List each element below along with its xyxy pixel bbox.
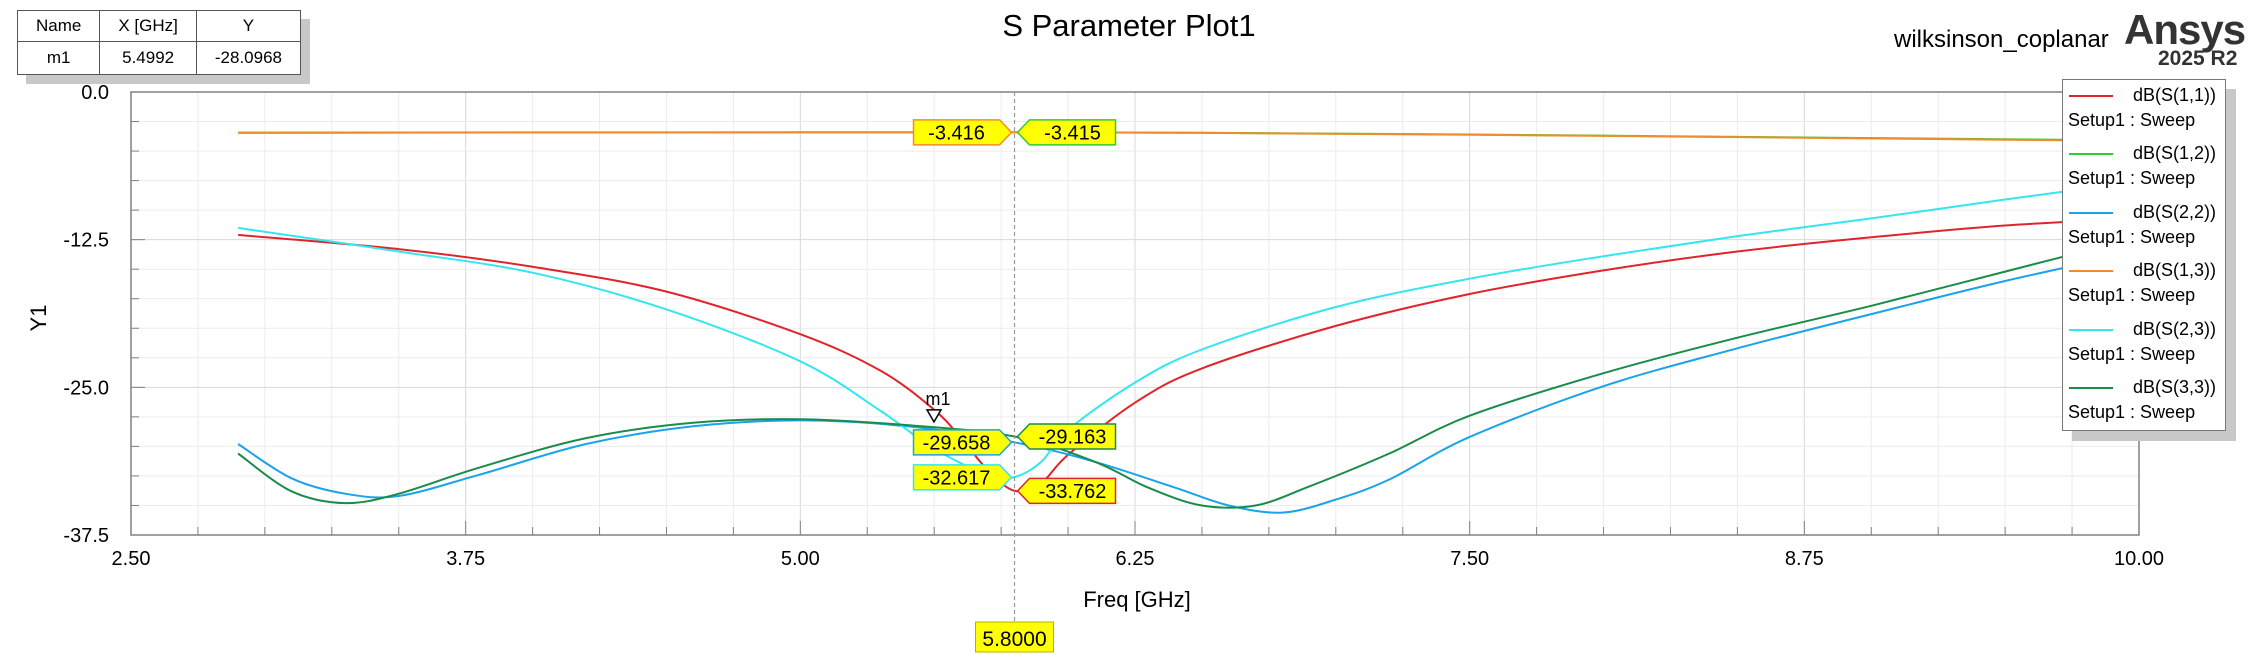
- chart-title: S Parameter Plot1: [1002, 8, 1255, 43]
- project-name: wilksinson_coplanar: [1894, 26, 2109, 53]
- marker-x-cell: 5.4992: [99, 41, 197, 75]
- series-line: [237, 250, 2140, 514]
- legend-item[interactable]: dB(S(1,1)) Setup1 : Sweep: [2063, 80, 2225, 138]
- series-line: [237, 236, 2140, 509]
- x-tick-label: 5.00: [781, 548, 820, 570]
- series-line: [238, 217, 2140, 493]
- legend-item[interactable]: dB(S(3,3)) Setup1 : Sweep: [2063, 372, 2225, 430]
- y-tick-label: -12.5: [63, 230, 109, 252]
- legend-setup-label: Setup1 : Sweep: [2068, 226, 2196, 247]
- cursor-value-label: -29.658: [923, 432, 991, 454]
- legend-item[interactable]: dB(S(2,2)) Setup1 : Sweep: [2063, 197, 2225, 255]
- cursor-value-label: -29.163: [1039, 427, 1107, 449]
- legend-item[interactable]: dB(S(1,3)) Setup1 : Sweep: [2063, 255, 2225, 313]
- cursor-x-label: 5.8000: [982, 628, 1046, 651]
- version-label: 2025 R2: [2158, 47, 2238, 70]
- series-lines: [237, 131, 2140, 514]
- legend-series-name: dB(S(1,2)): [2133, 143, 2217, 164]
- x-tick-label: 10.00: [2114, 548, 2164, 570]
- y-tick-label: -25.0: [63, 377, 109, 399]
- marker-table-header-name: Name: [16, 10, 101, 42]
- x-axis-label: Freq [GHz]: [1083, 587, 1191, 612]
- marker-name-cell: m1: [16, 41, 101, 75]
- legend-series-name: dB(S(1,1)): [2133, 85, 2217, 105]
- legend-item[interactable]: dB(S(1,2)) Setup1 : Sweep: [2063, 138, 2225, 196]
- brand-logo: Ansys: [2124, 6, 2246, 53]
- y-tick-label: 0.0: [81, 82, 109, 104]
- markers: m1: [925, 389, 950, 424]
- x-tick-label: 2.50: [112, 548, 151, 570]
- cursor-value-label: -33.762: [1039, 481, 1107, 503]
- x-tick-label: 7.50: [1450, 548, 1489, 570]
- cursor-value-box: [912, 429, 1013, 456]
- legend-setup-label: Setup1 : Sweep: [2068, 401, 2196, 422]
- legend-series-name: dB(S(2,3)): [2133, 318, 2217, 339]
- y-axis-label: Y1: [26, 305, 51, 332]
- y-tick-label: -37.5: [63, 525, 109, 547]
- cursor-value-box: [1016, 423, 1117, 450]
- legend-setup-label: Setup1 : Sweep: [2068, 343, 2196, 364]
- legend-swatch: [2069, 328, 2113, 331]
- legend-swatch: [2069, 270, 2113, 273]
- cursor[interactable]: 5.8000: [975, 92, 1055, 653]
- x-tick-label: 8.75: [1785, 548, 1824, 570]
- marker-table-header-y: Y: [195, 10, 302, 42]
- marker-table-header-x: X [GHz]: [99, 10, 197, 42]
- legend-series-name: dB(S(1,3)): [2133, 260, 2217, 281]
- cursor-x-label-box: [975, 621, 1055, 653]
- legend-swatch: [2069, 211, 2113, 214]
- marker-table: Name X [GHz] Y m1 5.4992 -28.0968: [16, 10, 302, 75]
- axis-ticks: 2.50 3.75 5.00 6.25 7.50 8.75 10.00 0.0 -12.5 -25…: [63, 82, 2164, 570]
- cursor-value-box: [1016, 477, 1117, 505]
- cursor-value-label: -3.416: [928, 122, 985, 144]
- legend-item[interactable]: dB(S(2,3)) Setup1 : Sweep: [2063, 314, 2225, 372]
- legend-swatch: [2069, 153, 2113, 156]
- cursor-value-box: [912, 119, 1013, 146]
- marker-triangle-icon: [925, 409, 943, 424]
- legend-series-name: dB(S(3,3)): [2133, 376, 2217, 397]
- marker-table-row[interactable]: m1 5.4992 -28.0968: [16, 41, 302, 75]
- marker-y-cell: -28.0968: [195, 41, 302, 75]
- legend[interactable]: dB(S(1,1)) Setup1 : Sweep dB(S(1,2)) Set…: [2062, 79, 2226, 432]
- cursor-value-label: -32.617: [923, 467, 991, 489]
- series-line: [237, 180, 2140, 480]
- cursor-value-labels: -3.416 -3.415 -29.658 -29.163 -32.617 -33.762: [912, 119, 1117, 505]
- legend-series-name: dB(S(2,2)): [2133, 201, 2217, 222]
- legend-setup-label: Setup1 : Sweep: [2068, 110, 2196, 130]
- cursor-value-label: -3.415: [1044, 122, 1101, 144]
- x-tick-label: 6.25: [1116, 548, 1155, 570]
- legend-swatch: [2069, 386, 2113, 389]
- legend-swatch: [2069, 95, 2113, 97]
- cursor-value-box: [1016, 119, 1117, 146]
- cursor-value-box: [912, 464, 1013, 491]
- series-line: [238, 131, 2140, 142]
- legend-setup-label: Setup1 : Sweep: [2068, 168, 2196, 189]
- marker-label: m1: [925, 389, 950, 409]
- legend-setup-label: Setup1 : Sweep: [2068, 285, 2196, 306]
- x-tick-label: 3.75: [446, 548, 485, 570]
